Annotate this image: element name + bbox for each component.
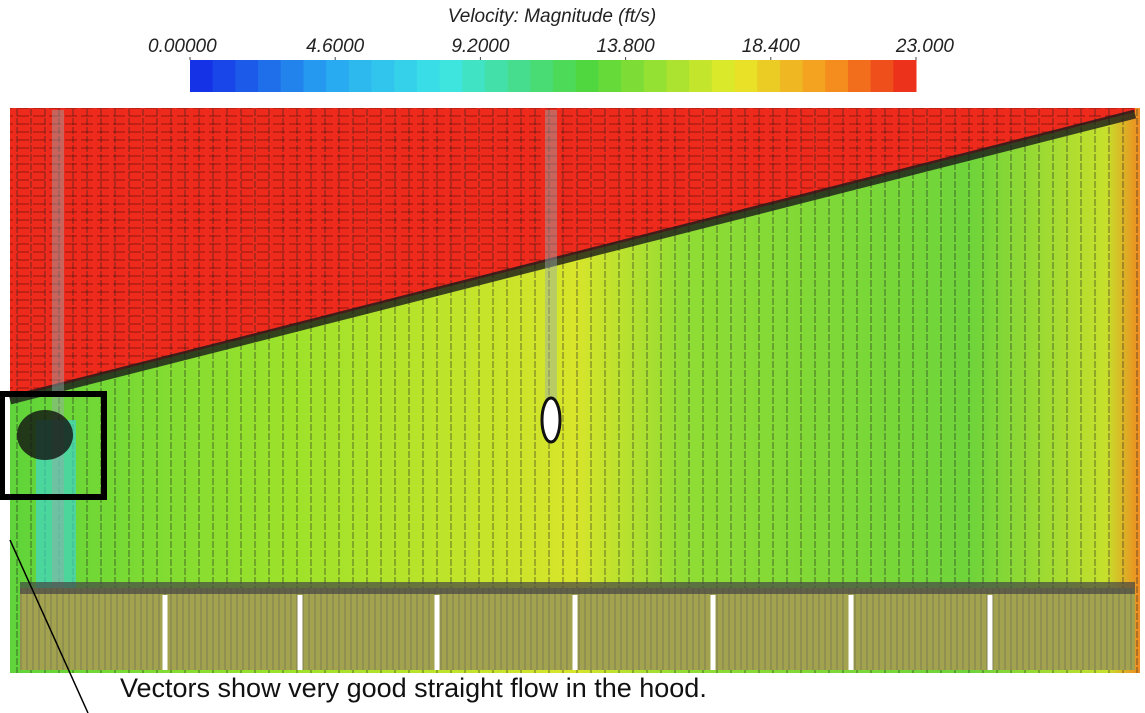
colorbar-swatch <box>644 60 667 92</box>
tick-label: 0.00000 <box>148 36 217 57</box>
colorbar: 0.00000 4.6000 9.2000 13.800 18.400 23.000 <box>148 36 954 92</box>
colorbar-swatch <box>485 60 508 92</box>
colorbar-swatch <box>417 60 440 92</box>
colorbar-swatch <box>462 60 485 92</box>
colorbar-swatch <box>213 60 236 92</box>
colorbar-swatch <box>712 60 735 92</box>
colorbar-swatch <box>893 60 916 92</box>
colorbar-swatch <box>394 60 417 92</box>
colorbar-swatch <box>735 60 758 92</box>
tick-label: 9.2000 <box>451 36 510 57</box>
tick-label: 4.6000 <box>306 36 365 57</box>
colorbar-swatch <box>757 60 780 92</box>
colorbar-swatch <box>190 60 213 92</box>
colorbar-title: Velocity: Magnitude (ft/s) <box>448 6 656 27</box>
colorbar-swatch <box>235 60 258 92</box>
colorbar-swatch <box>508 60 531 92</box>
colorbar-swatch <box>598 60 621 92</box>
colorbar-swatch <box>258 60 281 92</box>
colorbar-swatch <box>326 60 349 92</box>
tick-label: 23.000 <box>895 36 955 57</box>
figure: Velocity: Magnitude (ft/s) 0.00000 4.6000… <box>0 0 1145 713</box>
colorbar-swatch <box>281 60 304 92</box>
colorbar-swatch <box>780 60 803 92</box>
colorbar-swatch <box>666 60 689 92</box>
colorbar-swatch <box>848 60 871 92</box>
tick-label: 18.400 <box>742 36 801 57</box>
flow-field <box>2 108 1140 713</box>
colorbar-swatch <box>349 60 372 92</box>
colorbar-swatch <box>825 60 848 92</box>
colorbar-swatch <box>553 60 576 92</box>
colorbar-swatch <box>372 60 395 92</box>
colorbar-swatch <box>576 60 599 92</box>
colorbar-swatch <box>871 60 894 92</box>
colorbar-swatch <box>803 60 826 92</box>
colorbar-swatch <box>440 60 463 92</box>
colorbar-swatch <box>689 60 712 92</box>
caption: Vectors show very good straight flow in … <box>120 673 707 703</box>
colorbar-swatch <box>530 60 553 92</box>
colorbar-swatch <box>303 60 326 92</box>
colorbar-swatch <box>621 60 644 92</box>
tick-label: 13.800 <box>597 36 656 57</box>
